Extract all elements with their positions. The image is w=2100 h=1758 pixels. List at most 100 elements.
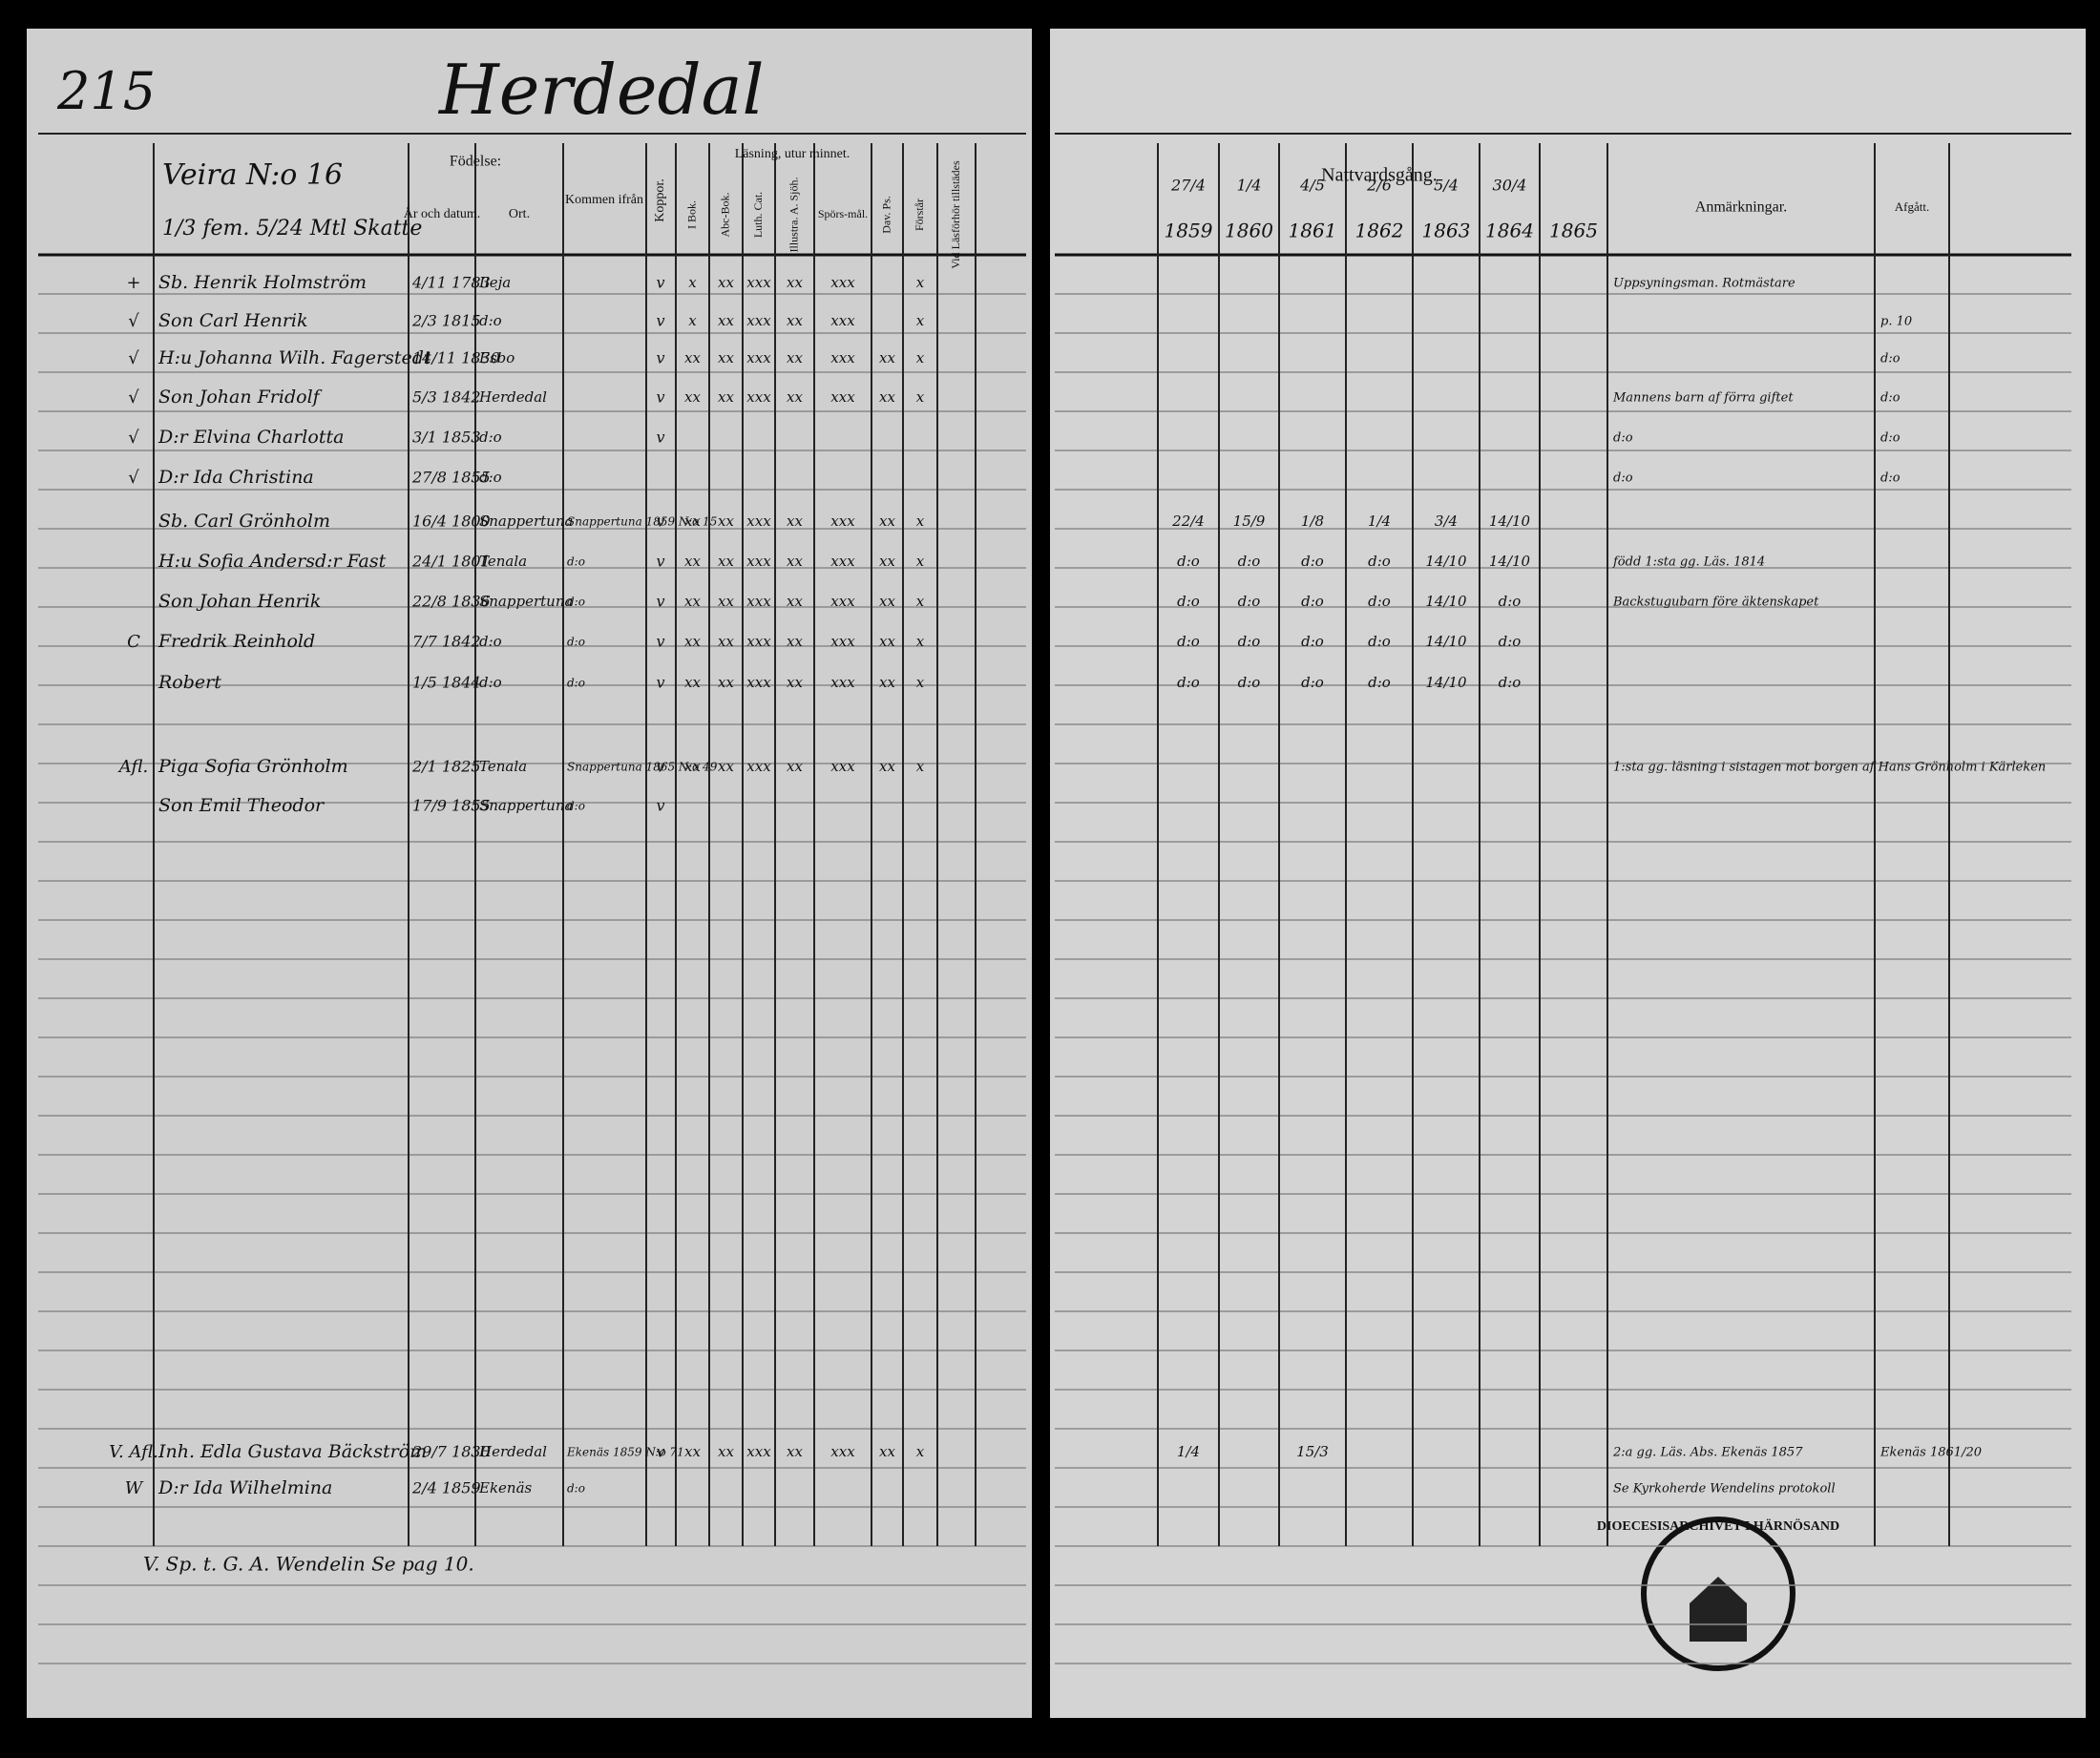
communion-mark: 14/10: [1489, 513, 1531, 530]
reading-mark: xxx: [830, 349, 855, 366]
right-page: [1050, 29, 2086, 1718]
name: Son Johan Henrik: [158, 591, 321, 612]
reading-mark: xx: [718, 674, 734, 691]
communion-mark: 1/8: [1301, 513, 1324, 530]
margin-mark: √: [128, 387, 139, 408]
departed: d:o: [1880, 471, 1900, 486]
reading-mark: xxx: [830, 388, 855, 406]
reading-mark: x: [916, 633, 925, 650]
came-from: Snappertuna 1859 N:o 15: [567, 515, 717, 529]
name: Son Emil Theodor: [158, 795, 326, 816]
vaccination: v: [656, 758, 664, 776]
birth-date: 5/3 1842: [412, 388, 481, 407]
margin-mark: Afl.: [117, 757, 148, 777]
remark: Se Kyrkoherde Wendelins protokoll: [1613, 1482, 1836, 1496]
reading-mark: xx: [787, 513, 803, 530]
column-header: Förstår: [913, 199, 926, 231]
departed: d:o: [1880, 352, 1900, 366]
reading-mark: xxx: [746, 633, 771, 650]
name: H:u Sofia Andersd:r Fast: [158, 551, 387, 572]
column-header: Koppor.: [653, 178, 667, 222]
birth-date: 2/3 1815: [411, 312, 481, 330]
reading-mark: xx: [718, 593, 734, 610]
reading-mark: xx: [718, 274, 734, 291]
reading-mark: xx: [787, 349, 803, 366]
communion-mark: d:o: [1238, 553, 1261, 570]
reading-mark: xxx: [746, 388, 771, 406]
reading-mark: xxx: [830, 513, 855, 530]
reading-mark: xx: [684, 674, 701, 691]
column-header: I Bok.: [684, 200, 698, 229]
departed: p. 10: [1880, 315, 1912, 329]
name: Son Carl Henrik: [158, 310, 308, 331]
came-from: d:o: [567, 555, 585, 569]
name: Inh. Edla Gustava Bäckström: [158, 1441, 427, 1462]
reading-mark: x: [916, 274, 925, 291]
reading-mark: xx: [684, 349, 701, 366]
margin-mark: C: [127, 632, 140, 652]
reading-mark: x: [916, 553, 925, 570]
column-header: Anmärkningar.: [1695, 199, 1787, 216]
reading-mark: xxx: [746, 1443, 771, 1460]
birth-date: 24/1 1801: [411, 553, 491, 571]
vaccination: v: [656, 388, 664, 407]
reading-mark: xx: [879, 674, 895, 691]
header-date: 5/4: [1434, 177, 1459, 195]
vaccination: v: [656, 553, 664, 571]
margin-mark: +: [126, 273, 140, 293]
reading-mark: x: [916, 388, 925, 406]
reading-mark: xx: [879, 388, 895, 406]
communion-mark: d:o: [1177, 553, 1200, 570]
margin-mark: V. Afl.: [109, 1442, 158, 1462]
birth-place: d:o: [479, 674, 502, 691]
vaccination: v: [656, 349, 664, 367]
year: 1862: [1355, 220, 1404, 242]
name: Sb. Carl Grönholm: [158, 511, 330, 532]
birth-place: d:o: [479, 312, 502, 329]
reading-mark: xx: [787, 593, 803, 610]
birth-place: d:o: [479, 633, 502, 650]
year: 1860: [1225, 220, 1273, 242]
communion-mark: d:o: [1499, 633, 1522, 650]
reading-mark: xx: [718, 1443, 734, 1460]
header-date: 1/4: [1237, 177, 1262, 195]
birth-place: Snappertuna: [479, 797, 573, 814]
margin-mark: √: [128, 468, 139, 488]
reading-mark: xx: [787, 312, 803, 329]
came-from: d:o: [567, 800, 585, 813]
departed: Ekenäs 1861/20: [1880, 1446, 1982, 1460]
reading-mark: x: [916, 674, 925, 691]
reading-mark: xx: [684, 1443, 701, 1460]
communion-mark: d:o: [1301, 593, 1324, 610]
reading-mark: xxx: [746, 593, 771, 610]
birth-date: 2/4 1859: [411, 1479, 481, 1497]
reading-mark: x: [916, 758, 925, 775]
reading-mark: xxx: [746, 312, 771, 329]
birth-place: Ileja: [478, 274, 511, 291]
vaccination: v: [656, 593, 664, 611]
communion-mark: 1/4: [1368, 513, 1391, 530]
communion-mark: d:o: [1368, 553, 1391, 570]
remark: 2:a gg. Läs. Abs. Ekenäs 1857: [1612, 1446, 1803, 1460]
header-date: 30/4: [1493, 177, 1527, 195]
communion-mark: d:o: [1177, 593, 1200, 610]
margin-mark: √: [128, 428, 139, 448]
birth-date: 14/11 1830: [412, 349, 500, 367]
column-header: Kommen ifrån: [565, 193, 643, 207]
birth-place: Ekenäs: [478, 1479, 533, 1496]
reading-mark: xx: [879, 553, 895, 570]
reading-mark: xxx: [830, 1443, 855, 1460]
reading-mark: xx: [787, 674, 803, 691]
communion-mark: d:o: [1238, 633, 1261, 650]
communion-mark: d:o: [1301, 674, 1324, 691]
birth-date: 4/11 1783: [411, 274, 491, 292]
header-date: 2/6: [1366, 177, 1392, 195]
birth-place: Tenala: [479, 553, 527, 570]
margin-mark: W: [125, 1478, 144, 1498]
birth-date: 2/1 1825: [411, 758, 481, 776]
farm-note: 1/3 fem. 5/24 Mtl Skatte: [162, 217, 422, 241]
column-header: Abc-Bok.: [718, 193, 731, 238]
year: 1864: [1485, 220, 1534, 242]
vaccination: v: [656, 312, 664, 330]
reading-mark: xxx: [830, 593, 855, 610]
